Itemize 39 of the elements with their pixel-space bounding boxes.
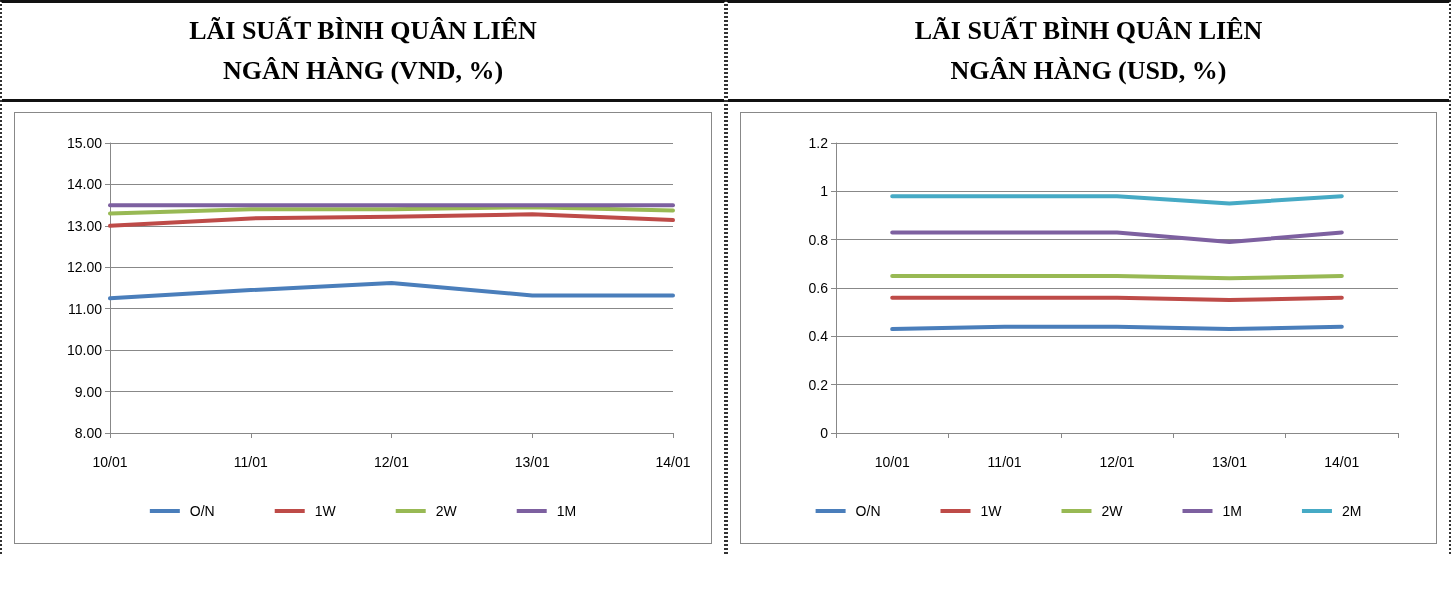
chart-title: LÃI SUẤT BÌNH QUÂN LIÊN NGÂN HÀNG (USD, %) [728,3,1449,102]
y-tick-label: 14.00 [66,176,103,193]
y-tick-label: 0.6 [808,280,829,296]
legend-label: O/N [189,503,215,519]
chart-title: LÃI SUẤT BÌNH QUÂN LIÊN NGÂN HÀNG (VND, %) [2,3,724,102]
y-tick-label: 15.00 [66,135,103,151]
y-tick-label: 11.00 [68,300,103,317]
legend-label: 1M [1222,503,1242,519]
legend-label: 2W [1101,503,1124,519]
line-series [108,205,675,216]
x-tick-label: 13/01 [514,454,550,470]
legend-label: 2W [435,503,458,519]
x-tick-label: 11/01 [233,454,268,470]
y-tick-label: 9.00 [74,383,103,400]
line-series [108,212,675,228]
line-series [108,281,675,301]
x-tick-label: 12/01 [1099,454,1135,470]
legend-label: 1M [556,503,577,519]
y-tick-label: 8.00 [74,425,103,441]
y-tick-label: 0.8 [808,231,829,248]
y-tick-label: 13.00 [66,217,103,234]
y-tick-label: 10.00 [66,342,103,359]
x-tick-label: 12/01 [373,454,410,470]
x-tick-label: 14/01 [1324,454,1360,470]
legend-label: 2M [1341,503,1362,519]
x-tick-label: 13/01 [1211,454,1248,470]
y-tick-label: 1.2 [808,135,829,151]
x-tick-label: 11/01 [987,454,1022,470]
y-tick-label: 0.4 [808,328,829,345]
x-tick-label: 10/01 [874,454,910,470]
legend-label: O/N [855,503,881,519]
x-tick-label: 14/01 [655,454,691,470]
y-tick-label: 0.2 [808,376,829,393]
legend-label: 1W [980,503,1003,519]
y-tick-label: 1 [820,183,829,200]
x-tick-label: 10/01 [92,454,128,470]
y-tick-label: 0 [820,425,829,441]
legend-label: 1W [314,503,337,519]
y-tick-label: 12.00 [66,259,103,276]
